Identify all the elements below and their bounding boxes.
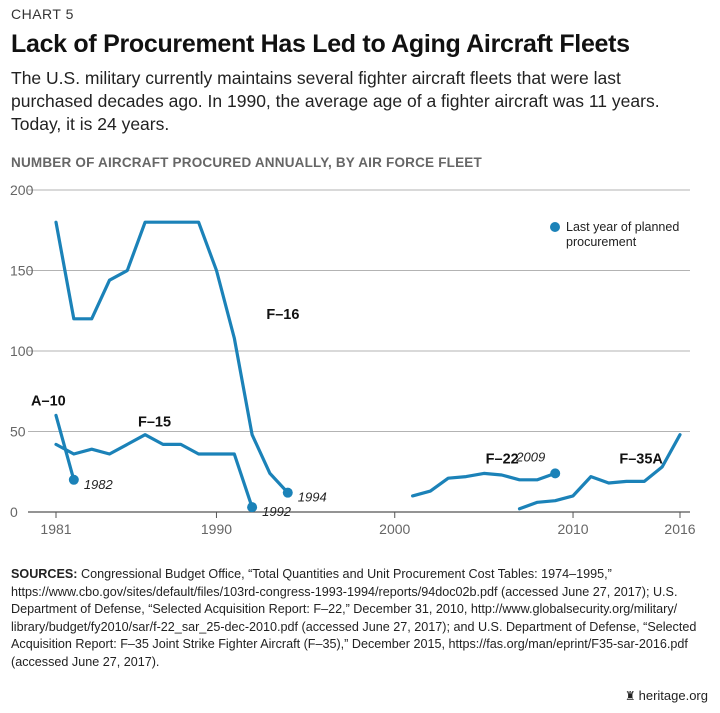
end-marker-label: 1992 xyxy=(262,504,292,519)
sources-line: Congressional Budget Office, “Total Quan… xyxy=(80,567,612,581)
legend-label-line1: Last year of planned xyxy=(566,220,679,234)
chart-kicker: CHART 5 xyxy=(11,6,74,22)
series-line xyxy=(411,471,557,498)
y-tick-label: 50 xyxy=(10,424,26,440)
series-label: F–22 xyxy=(486,452,519,468)
chart-measure-label: NUMBER OF AIRCRAFT PROCURED ANNUALLY, BY… xyxy=(11,155,482,170)
end-marker xyxy=(550,468,561,479)
end-marker xyxy=(68,474,79,485)
y-tick-label: 200 xyxy=(10,182,34,198)
chart-title: Lack of Procurement Has Led to Aging Air… xyxy=(11,30,630,58)
sources-note: SOURCES: Congressional Budget Office, “T… xyxy=(11,566,711,671)
end-marker xyxy=(247,502,258,513)
brand-footer: ♜ heritage.org xyxy=(625,688,708,703)
sources-line: https://www.cbo.gov/sites/default/files/… xyxy=(11,584,678,599)
y-tick-label: 0 xyxy=(10,504,18,520)
x-tick-label: 2016 xyxy=(664,521,695,537)
series-label: A–10 xyxy=(31,394,66,410)
series-lines xyxy=(54,220,682,511)
series-line xyxy=(54,220,290,495)
series-line xyxy=(54,433,254,509)
series-label: F–16 xyxy=(266,307,299,323)
gridlines: 0 50 100 150 200 1981 1990 2000 2010 2016 xyxy=(10,182,696,537)
sources-line: library/budget/fy2010/sar/f-22_sar_25-de… xyxy=(11,619,697,634)
x-tick-label: 1981 xyxy=(40,521,71,537)
x-tick-label: 1990 xyxy=(201,521,232,537)
end-marker-label: 1982 xyxy=(84,477,114,492)
x-tick-label: 2010 xyxy=(557,521,588,537)
end-marker-label: 2009 xyxy=(515,449,545,464)
end-marker xyxy=(282,487,293,498)
sources-line: Acquisition Report: F–35 Joint Strike Fi… xyxy=(11,637,688,651)
x-tick-label: 2000 xyxy=(379,521,410,537)
chart-labels: A–10 F–15 F–16 F–22 F–35A xyxy=(31,307,663,468)
legend-marker xyxy=(550,222,560,232)
end-marker-label: 1994 xyxy=(298,490,327,505)
sources-heading: SOURCES: xyxy=(11,567,78,581)
series-line xyxy=(517,433,682,511)
sources-line: (accessed June 27, 2017). xyxy=(11,654,160,669)
series-label: F–35A xyxy=(619,452,663,468)
brand-name: heritage.org xyxy=(638,688,708,703)
legend: Last year of planned procurement xyxy=(550,220,679,249)
y-tick-label: 100 xyxy=(10,343,34,359)
end-markers: 1982 1992 1994 2009 xyxy=(68,449,561,519)
line-chart: 0 50 100 150 200 1981 1990 2000 2010 2016 1982 199… xyxy=(10,182,696,537)
heritage-logo-icon: ♜ xyxy=(624,689,636,703)
y-tick-label: 150 xyxy=(10,263,34,279)
sources-line: Department of Defense, “Selected Acquisi… xyxy=(11,602,678,616)
series-label: F–15 xyxy=(138,415,171,431)
chart-subtitle: The U.S. military currently maintains se… xyxy=(11,68,660,134)
legend-label-line2: procurement xyxy=(566,235,637,249)
